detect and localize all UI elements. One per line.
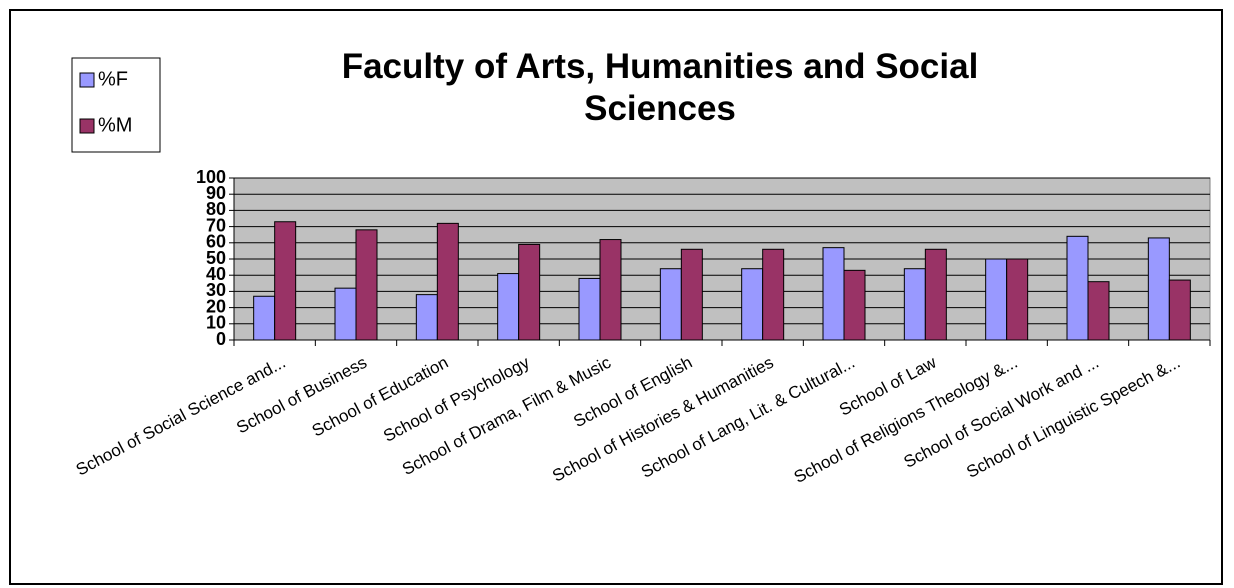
bar [415,294,438,341]
bar [436,222,459,341]
bar [762,248,785,341]
bar [985,258,1008,341]
bar [1168,279,1191,341]
legend-label: %F [98,68,128,90]
y-tick-label: 10 [206,313,226,333]
chart-title: Faculty of Arts, Humanities and Social S… [341,47,979,128]
bar [334,287,357,341]
bar [578,277,601,341]
legend-label: %M [98,114,132,136]
y-tick-label: 80 [206,199,226,219]
y-tick-label: 100 [196,167,226,187]
bar [253,295,276,341]
bar [355,229,378,341]
y-tick-label: 0 [216,329,226,349]
bar [659,268,682,341]
bar [1087,281,1110,341]
bar [1066,235,1089,341]
bar [843,269,866,341]
legend-swatch [79,118,95,134]
bar [1147,237,1170,341]
y-tick-label: 70 [206,215,226,235]
bar [822,247,845,341]
y-tick-label: 20 [206,296,226,316]
y-tick-label: 60 [206,232,226,252]
bar [274,221,297,341]
bar [741,268,764,341]
y-tick-label: 90 [206,183,226,203]
y-tick-label: 50 [206,248,226,268]
bar [497,273,520,341]
bar [518,243,541,341]
legend-swatch [79,72,95,88]
bar [903,268,926,341]
y-tick-label: 30 [206,280,226,300]
bar [680,248,703,341]
bar [599,239,622,341]
bar [924,248,947,341]
bar [1006,258,1029,341]
y-tick-label: 40 [206,264,226,284]
